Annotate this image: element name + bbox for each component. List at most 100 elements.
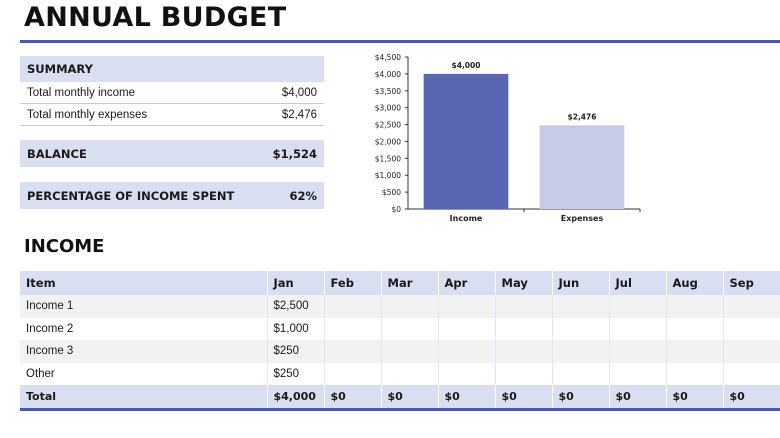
title-divider — [20, 40, 780, 43]
table-cell[interactable] — [722, 362, 780, 385]
table-cell[interactable]: $1,000 — [266, 317, 324, 340]
table-cell[interactable] — [437, 340, 495, 363]
balance-row[interactable]: BALANCE $1,524 — [20, 140, 324, 167]
table-cell[interactable] — [722, 295, 780, 318]
y-tick-label: $0 — [391, 205, 401, 214]
summary-panel: SUMMARY Total monthly income $4,000 Tota… — [20, 56, 324, 209]
column-header-jul[interactable]: Jul — [608, 271, 666, 295]
balance-value[interactable]: $1,524 — [272, 146, 317, 161]
table-cell[interactable]: $2,500 — [266, 295, 324, 318]
income-value[interactable]: $4,000 — [281, 86, 317, 99]
table-cell[interactable] — [608, 340, 666, 363]
table-cell[interactable] — [323, 295, 381, 318]
table-row: Other $250 — [20, 362, 780, 385]
percentage-spent-value[interactable]: 62% — [289, 188, 317, 203]
table-cell[interactable] — [323, 340, 381, 363]
table-cell[interactable] — [380, 340, 438, 363]
table-cell[interactable] — [437, 295, 495, 318]
bar-income — [423, 73, 509, 209]
table-cell[interactable] — [608, 362, 666, 385]
total-cell[interactable]: $0 — [437, 385, 495, 409]
y-tick-label: $4,000 — [375, 70, 401, 79]
table-cell[interactable] — [665, 362, 723, 385]
table-cell[interactable] — [722, 340, 780, 363]
total-cell[interactable]: $0 — [665, 385, 723, 409]
column-header-mar[interactable]: Mar — [380, 271, 438, 295]
x-tick-label: Income — [450, 214, 483, 223]
table-cell[interactable] — [437, 362, 495, 385]
bar-expenses — [539, 125, 625, 209]
row-label[interactable]: Income 3 — [26, 345, 74, 358]
table-cell[interactable] — [323, 362, 381, 385]
total-cell[interactable]: $4,000 — [266, 385, 324, 409]
table-cell[interactable] — [380, 317, 438, 340]
income-row[interactable]: Total monthly income $4,000 — [20, 82, 324, 104]
table-cell[interactable] — [551, 317, 609, 340]
row-label[interactable]: Income 1 — [26, 300, 74, 313]
table-cell[interactable]: $250 — [266, 362, 324, 385]
total-cell[interactable]: $0 — [323, 385, 381, 409]
total-cell[interactable]: $0 — [608, 385, 666, 409]
table-cell[interactable] — [665, 295, 723, 318]
y-tick-label: $4,500 — [375, 53, 401, 62]
data-label: $4,000 — [452, 61, 481, 70]
percentage-spent-label: PERCENTAGE OF INCOME SPENT — [27, 188, 235, 203]
table-cell[interactable] — [551, 295, 609, 318]
column-header-aug[interactable]: Aug — [665, 271, 723, 295]
column-header-apr[interactable]: Apr — [437, 271, 495, 295]
y-tick-label: $1,000 — [375, 171, 401, 180]
y-tick-label: $1,500 — [375, 154, 401, 163]
table-cell[interactable] — [494, 340, 552, 363]
balance-label: BALANCE — [27, 146, 87, 161]
table-cell[interactable] — [665, 317, 723, 340]
column-header-item[interactable]: Item — [26, 276, 56, 290]
y-tick-label: $2,500 — [375, 121, 401, 130]
table-cell[interactable]: $250 — [266, 340, 324, 363]
total-cell[interactable]: $0 — [551, 385, 609, 409]
total-label: Total — [26, 389, 57, 403]
data-label: $2,476 — [568, 112, 597, 121]
income-label: Total monthly income — [27, 86, 136, 99]
total-cell[interactable]: $0 — [494, 385, 552, 409]
table-cell[interactable] — [494, 362, 552, 385]
table-cell[interactable] — [551, 340, 609, 363]
percentage-spent-row[interactable]: PERCENTAGE OF INCOME SPENT 62% — [20, 182, 324, 209]
y-tick-label: $2,000 — [375, 137, 401, 146]
table-cell[interactable] — [437, 317, 495, 340]
table-cell[interactable] — [494, 295, 552, 318]
table-cell[interactable] — [380, 295, 438, 318]
y-tick-label: $500 — [382, 188, 401, 197]
row-label[interactable]: Other — [26, 367, 55, 380]
table-cell[interactable] — [380, 362, 438, 385]
table-cell[interactable] — [722, 317, 780, 340]
total-cell[interactable]: $0 — [722, 385, 780, 409]
summary-header: SUMMARY — [20, 56, 324, 82]
income-expenses-chart[interactable]: $0 $500 $1,000 $1,500 $2,000 $2,500 $3,000 $3,5… — [350, 46, 650, 231]
table-cell[interactable] — [665, 340, 723, 363]
column-header-jun[interactable]: Jun — [551, 271, 609, 295]
total-cell[interactable]: $0 — [380, 385, 438, 409]
y-tick-label: $3,500 — [375, 87, 401, 96]
y-tick-label: $3,000 — [375, 104, 401, 113]
table-cell[interactable] — [608, 317, 666, 340]
expenses-label: Total monthly expenses — [27, 108, 148, 121]
x-tick-label: Expenses — [561, 214, 604, 223]
column-header-may[interactable]: May — [494, 271, 552, 295]
expenses-row[interactable]: Total monthly expenses $2,476 — [20, 104, 324, 126]
table-cell[interactable] — [323, 317, 381, 340]
table-row: Income 3 $250 — [20, 340, 780, 363]
table-cell[interactable] — [551, 362, 609, 385]
table-row: Income 1 $2,500 — [20, 295, 780, 318]
row-label[interactable]: Income 2 — [26, 322, 74, 335]
expenses-value[interactable]: $2,476 — [281, 108, 317, 121]
table-header-row: Item Jan Feb Mar Apr May Jun Jul Aug Sep — [20, 271, 780, 295]
page-title: ANNUAL BUDGET — [24, 2, 287, 33]
column-header-sep[interactable]: Sep — [722, 271, 780, 295]
income-table: Item Jan Feb Mar Apr May Jun Jul Aug Sep Income 1… — [20, 271, 780, 411]
table-cell[interactable] — [494, 317, 552, 340]
column-header-jan[interactable]: Jan — [266, 271, 324, 295]
column-header-feb[interactable]: Feb — [323, 271, 381, 295]
table-total-row: Total $4,000 $0 $0 $0 $0 $0 $0 $0 $0 — [20, 385, 780, 409]
table-cell[interactable] — [608, 295, 666, 318]
income-section-title: INCOME — [24, 236, 105, 257]
